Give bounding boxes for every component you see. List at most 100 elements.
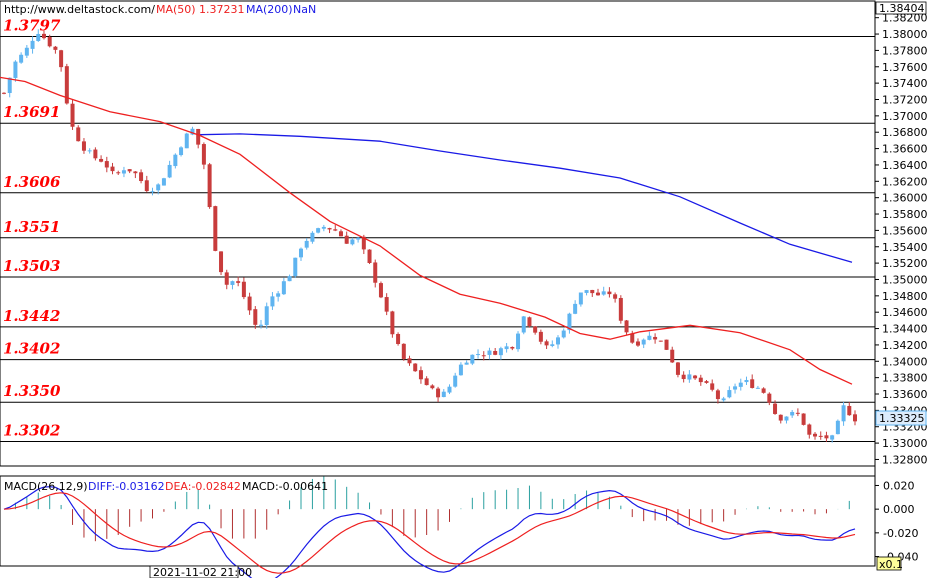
candle-body [184, 133, 189, 149]
price-tick-label: 1.33800 [882, 372, 928, 385]
macd-value: MACD:-0.00641 [242, 480, 328, 493]
candle-body [384, 297, 389, 312]
candle-body [281, 281, 286, 295]
macd-diff-path [3, 486, 856, 578]
candle-body [201, 144, 206, 165]
candle-body [795, 412, 800, 414]
candle-body [207, 164, 212, 208]
candle-body [561, 330, 566, 338]
candle-body [93, 149, 98, 159]
candle-body [373, 262, 378, 283]
candle-body [167, 164, 172, 178]
candle-body [778, 414, 783, 421]
candle-body [424, 378, 429, 386]
level-label: 1.3442 [3, 307, 60, 325]
candle-body [64, 66, 69, 104]
candle-body [573, 303, 578, 314]
candle-body [350, 239, 355, 245]
zoom-badge[interactable]: x0.1 [879, 558, 903, 571]
candle-body [7, 77, 12, 94]
candle-body [390, 311, 395, 335]
candle-body [470, 354, 475, 364]
candle-body [498, 348, 503, 356]
candle-body [481, 355, 486, 357]
candle-body [578, 292, 583, 305]
macd-dea-path [3, 492, 856, 574]
candle-body [293, 257, 298, 277]
price-tick-label: 1.36600 [882, 143, 928, 156]
current-price-badge: 1.33325 [879, 412, 925, 425]
candle-body [476, 354, 481, 356]
candle-body [304, 240, 309, 248]
site-url[interactable]: http://www.deltastock.com/ [4, 3, 155, 16]
candle-body [367, 249, 372, 264]
candle-body [127, 169, 132, 172]
candle-body [750, 379, 755, 388]
level-label: 1.3302 [3, 421, 60, 439]
price-tick-label: 1.37200 [882, 93, 928, 106]
candle-body [698, 377, 703, 383]
candle-body [458, 364, 463, 376]
price-tick-label: 1.34800 [882, 290, 928, 303]
candle-body [807, 424, 812, 435]
ma200-label: MA(200) [246, 3, 293, 16]
candle-body [493, 351, 498, 355]
candle-body [407, 358, 412, 364]
price-tick-label: 1.35600 [882, 224, 928, 237]
candle-body [784, 416, 789, 421]
price-tick-label: 1.34200 [882, 339, 928, 352]
candle-body [333, 229, 338, 231]
candle-body [847, 405, 852, 416]
candle-body [761, 388, 766, 393]
candle-body [264, 306, 269, 326]
price-tick-label: 1.37800 [882, 44, 928, 57]
candle-body [841, 405, 846, 422]
price-tick-label: 1.36400 [882, 159, 928, 172]
candle-body [2, 92, 6, 94]
candle-body [835, 420, 840, 435]
level-label: 1.3606 [3, 173, 61, 191]
level-label: 1.3402 [3, 340, 60, 358]
price-tick-label: 1.38000 [882, 28, 928, 41]
candle-body [316, 228, 321, 233]
price-tick-label: 1.36200 [882, 175, 928, 188]
candle-body [510, 346, 515, 349]
candle-body [59, 50, 64, 68]
candle-body [253, 309, 258, 325]
price-tick-label: 1.36800 [882, 126, 928, 139]
candle-body [150, 191, 155, 193]
ma50-path [0, 76, 853, 385]
level-labels: 1.3797 1.3691 1.3606 1.3551 1.3503 1.3442 1.34… [3, 17, 61, 440]
candle-body [270, 296, 275, 307]
price-tick-label: 1.37000 [882, 110, 928, 123]
candle-body [236, 281, 241, 283]
candle-body [567, 313, 572, 331]
price-tick-label: 1.38200 [882, 12, 928, 25]
candle-body [219, 251, 224, 273]
candle-body [704, 381, 709, 383]
macd-label: MACD(26,12,9) [4, 480, 88, 493]
level-label: 1.3691 [3, 103, 60, 121]
candle-body [47, 36, 52, 47]
price-tick-label: 1.32800 [882, 453, 928, 466]
candle-body [41, 33, 46, 39]
candle-body [327, 228, 332, 230]
candle-body [727, 390, 732, 398]
candle-body [287, 276, 292, 282]
candle-body [436, 388, 441, 398]
support-resistance-lines [0, 36, 875, 442]
candle-body [179, 147, 184, 156]
macd-tick-label: 0.020 [883, 479, 915, 492]
candle-body [310, 232, 315, 242]
price-tick-label: 1.37400 [882, 77, 928, 90]
candle-body [30, 40, 35, 49]
candle-body [738, 382, 743, 387]
candle-body [824, 435, 829, 439]
candle-body [344, 235, 349, 244]
level-label: 1.3503 [3, 257, 60, 275]
price-tick-label: 1.36000 [882, 192, 928, 205]
candle-body [298, 248, 303, 258]
candle-body [675, 362, 680, 375]
candle-body [715, 390, 720, 400]
candle-body [213, 206, 218, 251]
